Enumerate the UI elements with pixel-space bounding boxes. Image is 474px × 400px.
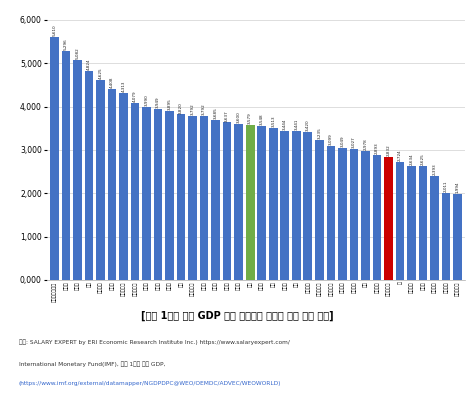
Bar	[96, 80, 105, 280]
Bar	[257, 126, 266, 280]
Bar	[407, 166, 416, 280]
Bar	[154, 109, 162, 280]
Bar	[350, 149, 358, 280]
Bar	[269, 128, 278, 280]
Bar	[62, 50, 70, 280]
Text: 3,949: 3,949	[156, 96, 160, 108]
Text: 5,296: 5,296	[64, 38, 68, 50]
Text: 3,820: 3,820	[179, 102, 183, 114]
Text: 4,313: 4,313	[121, 81, 126, 92]
Bar	[165, 111, 174, 280]
Text: 3,579: 3,579	[248, 112, 252, 124]
Text: 3,895: 3,895	[167, 99, 172, 110]
Bar	[384, 157, 393, 280]
Text: 3,441: 3,441	[294, 119, 298, 130]
Text: 5,082: 5,082	[75, 47, 79, 59]
Bar	[338, 148, 346, 280]
Bar	[292, 131, 301, 280]
Bar	[200, 116, 209, 280]
Bar	[188, 116, 197, 280]
Text: 3,099: 3,099	[329, 133, 333, 145]
Bar	[315, 140, 324, 280]
Bar	[281, 131, 289, 280]
Text: 2,832: 2,832	[386, 145, 391, 156]
Bar	[84, 71, 93, 280]
Text: 3,548: 3,548	[260, 114, 264, 125]
Text: 3,444: 3,444	[283, 118, 287, 130]
Bar	[119, 93, 128, 280]
Bar	[108, 89, 116, 280]
Bar	[50, 37, 59, 280]
Text: 4,079: 4,079	[133, 91, 137, 102]
Text: 3,600: 3,600	[237, 111, 241, 123]
Bar	[442, 193, 450, 280]
Text: (https://www.imf.org/external/datamapper/NGDPDPC@WEO/OEMDC/ADVEC/WEOWORLD): (https://www.imf.org/external/datamapper…	[19, 382, 282, 386]
Bar	[142, 107, 151, 280]
Bar	[419, 166, 428, 280]
Text: 3,235: 3,235	[317, 127, 321, 139]
Bar	[430, 176, 439, 280]
Bar	[223, 122, 231, 280]
Bar	[211, 120, 220, 280]
Text: 4,408: 4,408	[110, 77, 114, 88]
Text: [국민 1인당 명목 GDP 대비 우리나라 고용직 의사 평균 연봉]: [국민 1인당 명목 GDP 대비 우리나라 고용직 의사 평균 연봉]	[141, 311, 333, 321]
Text: 2,978: 2,978	[364, 138, 367, 150]
Text: 3,792: 3,792	[202, 103, 206, 115]
Bar	[131, 103, 139, 280]
Bar	[373, 155, 381, 280]
Text: 3,990: 3,990	[145, 94, 148, 106]
Text: 3,049: 3,049	[340, 135, 345, 147]
Text: 4,824: 4,824	[87, 58, 91, 70]
Text: 1,994: 1,994	[456, 181, 460, 193]
Text: 3,420: 3,420	[306, 119, 310, 131]
Bar	[453, 194, 462, 280]
Bar	[177, 114, 185, 280]
Text: 5,610: 5,610	[52, 24, 56, 36]
Text: 2,724: 2,724	[398, 150, 402, 161]
Text: 3,685: 3,685	[214, 108, 218, 120]
Text: International Monetary Fund(IMF), 국민 1인당 명목 GDP,: International Monetary Fund(IMF), 국민 1인당…	[19, 361, 165, 367]
Text: 2,634: 2,634	[410, 153, 413, 165]
Bar	[246, 125, 255, 280]
Text: 2,011: 2,011	[444, 180, 448, 192]
Text: 4,625: 4,625	[99, 67, 102, 79]
Text: 자료: SALARY EXPERT by ERI Economic Research Institute Inc.) https://www.salaryexp: 자료: SALARY EXPERT by ERI Economic Resear…	[19, 339, 290, 345]
Text: 2,625: 2,625	[421, 154, 425, 165]
Bar	[396, 162, 404, 280]
Bar	[234, 124, 243, 280]
Text: 3,637: 3,637	[225, 110, 229, 122]
Text: 3,792: 3,792	[191, 103, 195, 115]
Text: 3,513: 3,513	[271, 115, 275, 127]
Bar	[361, 151, 370, 280]
Bar	[327, 146, 335, 280]
Bar	[303, 132, 312, 280]
Text: 2,893: 2,893	[375, 142, 379, 154]
Text: 3,027: 3,027	[352, 136, 356, 148]
Text: 2,393: 2,393	[433, 164, 437, 176]
Bar	[73, 60, 82, 280]
